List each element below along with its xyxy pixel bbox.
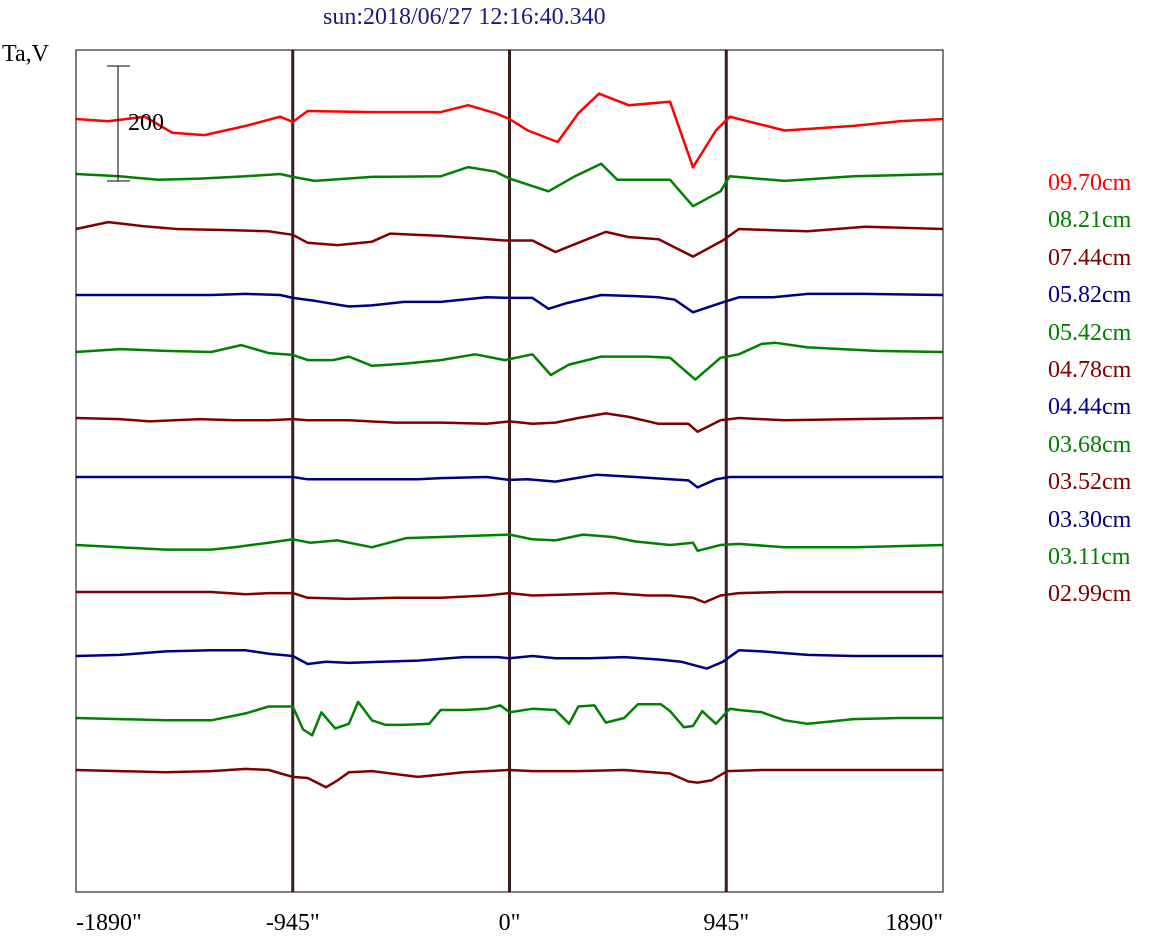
vertical-markers [291, 50, 728, 892]
series-line-08.21cm [75, 162, 944, 208]
x-tick-label: -945" [266, 910, 320, 936]
scale-bar-label: 200 [128, 110, 164, 136]
legend-item: 07.44cm [1048, 244, 1132, 271]
x-tick-label: 1890" [885, 910, 943, 936]
series-line-04.78cm [75, 412, 944, 434]
legend-item: 03.30cm [1048, 506, 1132, 533]
legend-item: 05.42cm [1048, 319, 1132, 346]
x-tick-label: 0" [499, 910, 521, 936]
series-line-02.99cm [75, 767, 943, 789]
chart-title: sun:2018/06/27 12:16:40.340 [323, 4, 606, 30]
series-line-03.30cm [75, 649, 943, 670]
series-line-05.42cm [75, 341, 944, 381]
legend-item: 05.82cm [1048, 282, 1132, 309]
series-line-03.68cm [75, 533, 944, 553]
legend-item: 04.44cm [1048, 394, 1132, 421]
y-axis-label: Ta,V [2, 41, 49, 67]
legend-item: 08.21cm [1048, 207, 1132, 234]
series-lines [75, 92, 944, 789]
legend-item: 03.52cm [1048, 469, 1132, 496]
series-line-03.52cm [76, 590, 943, 604]
scale-bar: 200 [107, 65, 164, 182]
x-tick-label: 945" [703, 910, 749, 936]
series-line-09.70cm [75, 92, 944, 169]
x-tick-labels: -1890" -945" 0" 945" 1890" [76, 910, 943, 936]
series-line-05.82cm [76, 292, 944, 314]
series-line-04.44cm [76, 473, 943, 489]
legend-item: 03.68cm [1048, 431, 1132, 458]
plot-frame [75, 49, 944, 893]
legend-item: 04.78cm [1048, 357, 1132, 383]
legend-item: 03.11cm [1048, 544, 1131, 570]
series-line-07.44cm [75, 220, 944, 258]
series-line-03.11cm [75, 700, 943, 737]
x-tick-label: -1890" [76, 910, 142, 936]
legend-item: 09.70cm [1048, 170, 1132, 196]
legend-item: 02.99cm [1048, 581, 1132, 608]
